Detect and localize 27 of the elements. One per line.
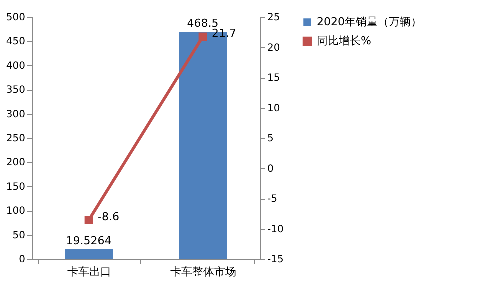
y-tick-label: 200 <box>6 158 26 169</box>
y2-tick-label: 20 <box>268 42 280 54</box>
legend-label: 同比增长% <box>317 34 372 48</box>
data-label: 21.7 <box>212 26 236 40</box>
y2-tick-label: 0 <box>268 164 274 175</box>
y-tick-label: 100 <box>6 206 26 218</box>
y-tick-label: 300 <box>6 109 26 120</box>
y-tick-label: 400 <box>6 60 26 72</box>
y-tick-label: 0 <box>19 254 26 266</box>
legend-label: 2020年销量（万辆） <box>317 16 422 28</box>
y2-tick-label: -5 <box>268 194 278 205</box>
x-tick-label: 卡车出口 <box>68 266 112 278</box>
x-tick-label: 卡车整体市场 <box>170 266 236 278</box>
y2-tick-label: -10 <box>268 224 284 236</box>
y-tick-label: 450 <box>6 36 26 48</box>
y-tick-label: 50 <box>12 230 26 242</box>
y-tick-label: 350 <box>6 85 26 96</box>
y2-tick-label: 25 <box>268 12 280 24</box>
y-tick-label: 150 <box>6 182 26 193</box>
y2-tick-label: 5 <box>268 134 274 144</box>
y2-tick-label: -15 <box>268 254 284 266</box>
data-label: -8.6 <box>98 210 120 224</box>
y-tick-label: 250 <box>6 134 26 144</box>
y-tick-label: 500 <box>6 12 26 24</box>
data-label: 19.5264 <box>66 234 112 248</box>
y2-tick-label: 10 <box>268 103 280 114</box>
y2-tick-label: 15 <box>268 73 280 84</box>
